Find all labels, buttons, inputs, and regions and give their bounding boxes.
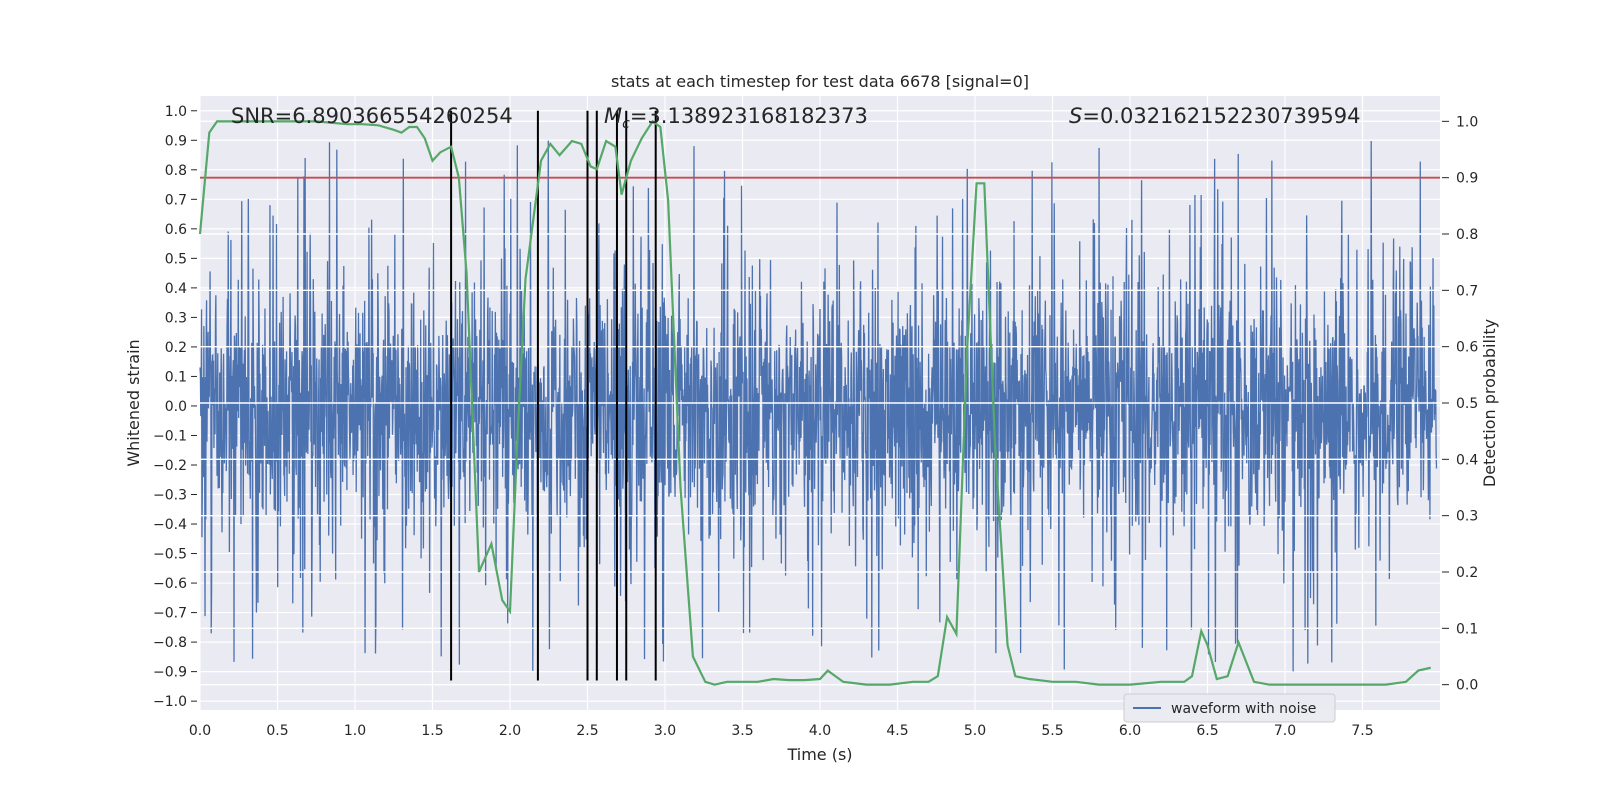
legend-entry-waveform: waveform with noise [1171,701,1316,717]
y-tick-label: 0.0 [165,399,187,415]
grid-overlay [200,120,1440,686]
x-tick-label: 3.5 [731,723,753,739]
y2-tick-label: 0.6 [1456,340,1478,356]
y-tick-label: 0.9 [165,133,187,149]
chirp-mass-annotation: Mc=3.138923168182373 [604,104,868,132]
y2-tick-label: 0.1 [1456,621,1478,637]
x-tick-label: 0.5 [266,723,288,739]
legend: waveform with noise [1123,693,1336,723]
chirp-mass-value: =3.138923168182373 [630,104,868,128]
y2-tick-label: 0.4 [1456,452,1478,468]
chart-title: stats at each timestep for test data 667… [611,72,1029,91]
chirp-mass-subscript: c [622,116,630,132]
legend-box [1123,693,1336,723]
x-tick-label: 4.5 [886,723,908,739]
probability-series [198,119,1431,686]
y2-tick-label: 0.9 [1456,171,1478,187]
x-tick-label: 2.0 [499,723,521,739]
y2-tick-label: 0.7 [1456,283,1478,299]
x-tick-label: 1.0 [344,723,366,739]
y-tick-label: 0.2 [165,340,187,356]
y-tick-label: 0.3 [165,310,187,326]
x-tick-label: 6.0 [1119,723,1141,739]
strain-line [199,140,1438,672]
s-annotation: S=0.032162152230739594 [1069,104,1360,128]
y-tick-label: 0.1 [165,369,187,385]
y-tick-label: 0.8 [165,163,187,179]
strain-series [199,140,1438,672]
y-tick-label: −0.6 [153,576,187,592]
y2-tick-label: 0.5 [1456,396,1478,412]
x-tick-label: 7.0 [1274,723,1296,739]
y-tick-label: −0.3 [153,488,187,504]
y2-tick-label: 0.8 [1456,227,1478,243]
probability-line [198,119,1431,686]
x-tick-label: 4.0 [809,723,831,739]
y-tick-label: 0.6 [165,222,187,238]
x-tick-label: 1.5 [421,723,443,739]
y-tick-label: −0.8 [153,635,187,651]
x-tick-label: 0.0 [189,723,211,739]
y-tick-label: 0.7 [165,192,187,208]
x-tick-label: 3.0 [654,723,676,739]
y-tick-label: −0.9 [153,665,187,681]
y2-tick-label: 0.3 [1456,509,1478,525]
x-tick-label: 2.5 [576,723,598,739]
s-value: =0.032162152230739594 [1082,104,1360,128]
y2-tick-label: 1.0 [1456,114,1478,130]
event-markers [450,110,657,681]
y-tick-label: 0.5 [165,251,187,267]
y-tick-label: −0.2 [153,458,187,474]
x-tick-label: 6.5 [1196,723,1218,739]
y2-tick-label: 0.0 [1456,678,1478,694]
chirp-mass-symbol: M [604,104,622,128]
x-axis-label: Time (s) [786,745,852,764]
y2-axis-label: Detection probability [1480,319,1499,487]
y-tick-label: 0.4 [165,281,187,297]
x-tick-label: 5.5 [1041,723,1063,739]
y-tick-label: −0.7 [153,606,187,622]
y2-tick-label: 0.2 [1456,565,1478,581]
snr-annotation: SNR=6.890366554260254 [231,104,513,128]
y-axis-label: Whitened strain [124,339,143,466]
axis-ticks: 0.0 0.5 1.0 1.5 2.0 2.5 3.0 3.5 4.0 4.5 5.0 5.5 6.0 6… [153,104,1478,739]
y-tick-label: −0.1 [153,428,187,444]
y-tick-label: −1.0 [153,694,187,710]
y-tick-label: −0.5 [153,547,187,563]
y-tick-label: 1.0 [165,104,187,120]
s-symbol: S [1069,104,1082,128]
x-tick-label: 5.0 [964,723,986,739]
y-tick-label: −0.4 [153,517,187,533]
x-tick-label: 7.5 [1351,723,1373,739]
